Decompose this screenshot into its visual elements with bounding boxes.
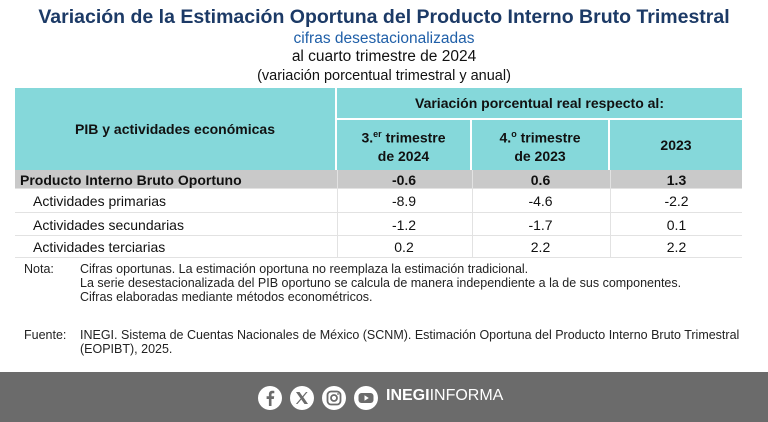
- value-cell: 0.6: [472, 170, 608, 189]
- row-label: Actividades terciarias: [33, 239, 166, 255]
- column-line: trimestre: [520, 129, 581, 146]
- group-header: Variación porcentual real respecto al:: [337, 88, 742, 118]
- row-background: [15, 189, 742, 213]
- row-header-text: PIB y actividades económicas: [75, 121, 275, 137]
- note-item: La serie desestacionalizada del PIB opor…: [80, 276, 682, 290]
- source-label: Fuente:: [24, 328, 67, 342]
- brand-bold: INEGI: [386, 387, 430, 404]
- column-line: trimestre: [385, 129, 446, 146]
- notes-label: Nota:: [24, 262, 54, 276]
- row-label: Actividades primarias: [33, 193, 167, 209]
- group-header-text: Variación porcentual real respecto al:: [415, 95, 664, 111]
- note-item: Cifras oportunas. La estimación oportuna…: [80, 262, 529, 276]
- footer: INEGIINFORMA: [0, 372, 768, 422]
- source-text: INEGI. Sistema de Cuentas Nacionales de …: [80, 328, 740, 356]
- ordinal: 4.: [499, 129, 512, 146]
- note-item: Cifras elaboradas mediante métodos econo…: [80, 290, 373, 304]
- column-header: 3.er trimestre de 2024: [337, 120, 470, 170]
- title: Variación de la Estimación Oportuna del …: [38, 6, 730, 28]
- row-label: Producto Interno Bruto Oportuno: [20, 171, 242, 188]
- ordinal-sup: er: [373, 129, 382, 140]
- value-cell: 0.1: [610, 213, 742, 236]
- value-cell: -0.6: [337, 170, 470, 189]
- value-cell: -8.9: [337, 189, 470, 213]
- column-header: 2023: [610, 120, 742, 170]
- ordinal: 3.: [361, 129, 374, 146]
- column-line: 2023: [660, 137, 692, 153]
- column-line: de 2023: [514, 147, 566, 164]
- value-cell: -1.2: [337, 213, 470, 236]
- row-background: [15, 236, 742, 258]
- value-cell: -1.7: [472, 213, 608, 236]
- brand-regular: INFORMA: [429, 387, 504, 404]
- units: (variación porcentual trimestral y anual…: [257, 68, 511, 84]
- row-background: [15, 213, 742, 236]
- instagram-icon[interactable]: [322, 386, 346, 410]
- row-header: PIB y actividades económicas: [15, 88, 335, 170]
- column-header: 4.o trimestre de 2023: [472, 120, 608, 170]
- value-cell: -2.2: [610, 189, 742, 213]
- value-cell: -4.6: [472, 189, 608, 213]
- brand: INEGIINFORMA: [386, 387, 503, 405]
- period: al cuarto trimestre de 2024: [291, 48, 477, 65]
- youtube-icon[interactable]: [354, 386, 378, 410]
- subtitle: cifras desestacionalizadas: [293, 30, 475, 47]
- row-background: [15, 170, 742, 189]
- column-line: de 2024: [377, 147, 430, 164]
- x-icon[interactable]: [290, 386, 314, 410]
- social-icons: [258, 386, 378, 410]
- value-cell: 2.2: [472, 236, 608, 258]
- facebook-icon[interactable]: [258, 386, 282, 410]
- value-cell: 2.2: [610, 236, 742, 258]
- notes: Cifras oportunas. La estimación oportuna…: [80, 262, 742, 304]
- value-cell: 1.3: [610, 170, 742, 189]
- row-label: Actividades secundarias: [33, 216, 184, 233]
- value-cell: 0.2: [337, 236, 470, 258]
- ordinal-sup: o: [511, 129, 517, 140]
